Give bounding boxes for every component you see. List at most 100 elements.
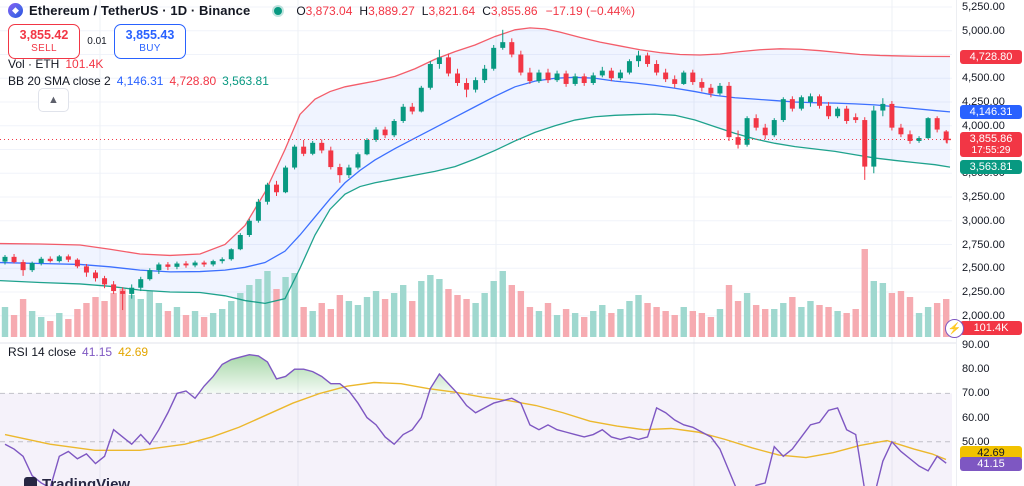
candle-body [798, 97, 804, 109]
candle-body [654, 64, 660, 73]
volume-bar [662, 311, 669, 337]
volume-bar [110, 293, 117, 337]
rsi-line [4, 353, 947, 486]
bb-upper-line [0, 27, 951, 257]
candle-body [916, 138, 922, 141]
candle-body [255, 201, 261, 221]
candle-body [853, 117, 859, 121]
candle-body [355, 154, 361, 168]
candle-body [246, 220, 252, 235]
sell-button[interactable]: 3,855.42 SELL [8, 24, 80, 59]
volume-bar [264, 271, 271, 337]
sell-price: 3,855.42 [19, 28, 69, 43]
symbol-title[interactable]: Ethereum / TetherUS · 1D · Binance [29, 3, 251, 18]
volume-bar [47, 321, 54, 337]
rsi-band-fill [0, 393, 952, 486]
rsi-tick-label: 80.00 [962, 363, 990, 376]
bb-basis-price-badge: 4,146.31 [960, 104, 1022, 119]
volume-bar [490, 281, 497, 337]
flash-order-icon[interactable]: ⚡ [945, 319, 964, 338]
volume-bar [128, 295, 135, 337]
buy-button[interactable]: 3,855.43 BUY [114, 24, 186, 59]
candle-body [400, 106, 406, 121]
volume-bar [182, 315, 190, 337]
volume-bar [56, 313, 63, 337]
candle-body [726, 85, 732, 138]
collapse-panel-button[interactable]: ▲ [38, 88, 69, 112]
candle-body [907, 134, 913, 141]
candle-body [871, 110, 877, 167]
candle-body [780, 99, 786, 121]
candle-body [527, 72, 533, 82]
rsi-value: 41.15 [82, 345, 113, 359]
volume-bar [707, 317, 715, 337]
candle-body [165, 264, 171, 267]
volume-bar [879, 283, 887, 337]
volume-bar [807, 301, 814, 337]
candle-body [301, 146, 307, 154]
volume-bar [445, 289, 452, 337]
volume-bar [10, 315, 18, 337]
candle-body [283, 167, 289, 193]
candle-body [210, 261, 216, 265]
volume-bar [825, 307, 832, 337]
volume-bar [209, 313, 217, 337]
volume-bar [698, 313, 706, 337]
volume-bar [517, 291, 525, 337]
volume-bar [463, 299, 470, 337]
ohlc-values: O3,873.04 H3,889.27 L3,821.64 C3,855.86 [296, 4, 537, 18]
candle-body [762, 127, 768, 136]
candle-body [581, 76, 587, 83]
candle-body [835, 108, 841, 117]
volume-bar [617, 309, 624, 337]
ethereum-icon: ◆ [8, 3, 23, 18]
volume-bar [897, 291, 905, 337]
bb-fill [0, 27, 950, 304]
candle-body [590, 75, 596, 83]
candle-body [74, 259, 80, 267]
candle-body [663, 72, 669, 80]
tradingview-watermark[interactable]: TradingView [24, 477, 130, 486]
volume-bar [354, 305, 362, 337]
candle-body [382, 129, 388, 136]
volume-bar [38, 317, 45, 337]
price-tick-label: 2,250.00 [962, 286, 1005, 298]
candle-body [500, 42, 506, 48]
buy-label: BUY [139, 42, 161, 54]
candle-body [735, 137, 741, 145]
volume-bar [915, 313, 923, 337]
order-panel: 3,855.42 SELL 0.01 3,855.43 BUY [8, 24, 186, 59]
bar-countdown: 17:55:29 [971, 145, 1011, 157]
bb-legend[interactable]: BB 20 SMA close 2 4,146.31 4,728.80 3,56… [8, 74, 269, 88]
price-axis[interactable]: 5,250.005,000.004,750.004,500.004,250.00… [957, 0, 1024, 486]
candle-body [409, 106, 415, 112]
volume-bar [381, 299, 389, 337]
volume-legend[interactable]: Vol · ETH 101.4K [8, 57, 103, 71]
rsi-legend[interactable]: RSI 14 close 41.15 42.69 [8, 345, 148, 359]
volume-bar [526, 307, 534, 337]
spread-value: 0.01 [87, 36, 107, 47]
candle-body [699, 82, 705, 88]
volume-bar [906, 297, 914, 337]
volume-bar [635, 295, 642, 337]
high-label: H [359, 3, 369, 18]
candle-body [645, 55, 651, 64]
bb-upper-value: 4,728.80 [169, 74, 217, 88]
candle-body [391, 121, 397, 136]
candle-body [445, 57, 451, 74]
candle-body [228, 249, 234, 260]
candle-body [554, 73, 560, 81]
candle-body [898, 127, 904, 135]
candle-body [708, 87, 714, 94]
market-status-icon[interactable] [274, 6, 283, 15]
volume-bar [400, 285, 407, 337]
open-label: O [296, 3, 306, 18]
volume-bar [363, 297, 371, 337]
price-tick-label: 2,000.00 [962, 309, 1005, 322]
volume-bar [1, 307, 9, 337]
volume-bar [409, 301, 416, 337]
chart-header: ◆ Ethereum / TetherUS · 1D · Binance O3,… [8, 2, 635, 19]
candle-body [889, 103, 895, 128]
